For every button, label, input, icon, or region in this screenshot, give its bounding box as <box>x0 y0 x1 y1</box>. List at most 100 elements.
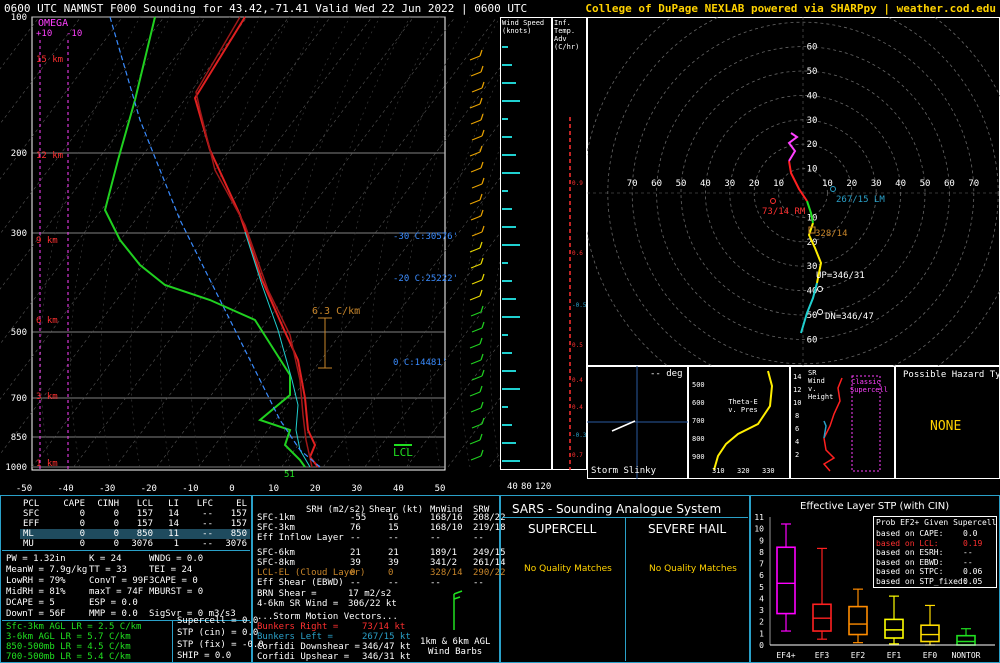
corfidi-up-value: 346/31 kt <box>362 652 411 662</box>
wind-barb <box>469 199 481 205</box>
height-label-6: 6 km <box>36 316 58 326</box>
hodo-trace-6km <box>807 222 823 284</box>
theta-x-330: 330 <box>762 467 775 475</box>
srw-y-8: 8 <box>795 412 800 420</box>
parcel-cell: -- <box>202 539 213 549</box>
slinky-label: Storm Slinky <box>591 466 657 476</box>
wind-barb <box>480 161 484 169</box>
prob-row-label: based on STPC: <box>876 567 944 576</box>
stp-y-tick: 7 <box>759 560 764 569</box>
parcel-cell: ML <box>23 529 34 539</box>
lapse-rate-label: 6.3 C/km <box>312 306 361 317</box>
pressure-tick: 200 <box>11 149 27 159</box>
index-value: WNDG = 0.0 <box>149 554 204 564</box>
isotherm-line <box>281 177 500 468</box>
sars-hail-header: SEVERE HAIL <box>648 522 727 536</box>
wind-barb <box>469 439 481 445</box>
brn-value: 17 m2/s2 <box>348 589 392 599</box>
stp-y-tick: 10 <box>754 525 764 534</box>
index-row: PW = 1.32in K = 24 WNDG = 0.0 <box>6 554 203 564</box>
parcel-header: CAPE <box>63 499 85 509</box>
dry-adiabat <box>220 16 321 468</box>
barb-note: Wind Barbs <box>428 647 483 657</box>
parcel-trace <box>109 16 321 468</box>
mean-wind-marker <box>808 226 816 234</box>
composite-line: SHIP = 0.0 <box>177 651 232 661</box>
hodo-ring-label: 40 <box>807 287 818 297</box>
hazard-title: Possible Hazard Type <box>903 370 1000 380</box>
prob-row-label: based on LCL: <box>876 538 939 548</box>
kin-cell: -- <box>388 533 399 543</box>
speed-axis-80: 80 <box>521 482 532 492</box>
isotherm-line <box>447 397 500 468</box>
dry-adiabat <box>310 16 411 468</box>
lcl-label: LCL <box>393 446 413 459</box>
hodo-mean-label: 328/14 <box>815 229 848 239</box>
stp-y-tick: 5 <box>759 583 764 592</box>
storm-slinky-plot <box>587 366 688 479</box>
parcel-row-mu[interactable]: MU 0 0 3076 1 -- 3076 <box>20 539 250 549</box>
speed-axis-120: 120 <box>535 482 552 492</box>
height-label-15: 15 km <box>36 55 64 65</box>
kin-cell: 249/15 <box>473 548 506 558</box>
wind-barb <box>481 417 485 425</box>
index-value: MidRH = 81% <box>6 587 66 597</box>
wind-barb <box>480 305 484 313</box>
srw-y-14: 14 <box>793 373 802 381</box>
hodo-ring-label: 60 <box>807 43 818 53</box>
prob-row-label: based on EBWD: <box>876 557 944 567</box>
parcel-row-ml[interactable]: ML 0 0 850 11 -- 850 <box>20 529 250 539</box>
isotherm-line <box>239 122 500 468</box>
kin-cell: -55 <box>350 513 367 523</box>
barb-note: 1km & 6km AGL <box>420 637 491 647</box>
hodo-ring-label: 50 <box>807 311 818 321</box>
pressure-tick: 700 <box>11 394 27 404</box>
temp-adv-value: 0.5 <box>572 342 583 349</box>
bunkers-right-label: Bunkers Right = <box>257 622 339 632</box>
parcel-cell: 0 <box>79 529 85 539</box>
kin-cell: -- <box>350 533 361 543</box>
kin-cell: -- <box>388 578 399 588</box>
parcel-cell: 14 <box>168 509 179 519</box>
dry-adiabat <box>430 74 500 468</box>
dry-adiabat <box>250 16 351 468</box>
skewt-profiles <box>103 16 485 468</box>
kin-header: Shear (kt) <box>369 505 424 515</box>
wind-barb <box>470 311 482 317</box>
omega-tick-neg: -10 <box>66 29 83 39</box>
parcel-row-sfc[interactable]: SFC 0 0 157 14 -- 157 <box>20 509 250 519</box>
index-value: ESP = 0.0 <box>89 598 138 608</box>
index-value: K = 24 <box>89 554 122 564</box>
stp-box <box>956 634 976 646</box>
kin-header: MnWind <box>430 505 463 515</box>
parcel-row-eff[interactable]: EFF 0 0 157 14 -- 157 <box>20 519 250 529</box>
sr-wind-panel <box>790 366 895 479</box>
temp-tick: 10 <box>268 484 279 494</box>
wind-barb <box>471 423 483 429</box>
isotherm-line <box>0 16 248 345</box>
parcel-cell: EFF <box>23 519 40 529</box>
wind-barb <box>480 113 484 121</box>
parcel-cell: 1 <box>173 539 179 549</box>
wind-barb <box>480 401 484 409</box>
parcel-cell: -- <box>202 529 213 539</box>
kin-cell: 15 <box>388 523 399 533</box>
kin-wind-barb <box>453 590 463 630</box>
hodo-ring-label: 30 <box>724 179 735 189</box>
parcel-header-row: PCL CAPE CINH LCL LI LFC EL <box>20 499 250 509</box>
index-value: LowRH = 79% <box>6 576 66 586</box>
kin-cell: LCL-EL (Cloud Layer) <box>257 568 366 578</box>
wind-barb <box>479 337 483 345</box>
composite-line: STP (fix) = -0.0 <box>177 640 264 650</box>
hodo-ring-label: 20 <box>749 179 760 189</box>
srw-y-12: 12 <box>793 386 802 394</box>
kin-header: SRH (m2/s2) <box>306 505 366 515</box>
temp-adv-value: 0.4 <box>572 404 583 411</box>
parcel-cell: 850 <box>136 529 153 539</box>
wind-barb <box>481 129 485 137</box>
kin-cell: 0 <box>350 568 356 578</box>
stp-y-tick: 4 <box>759 594 764 603</box>
pressure-tick: 100 <box>11 13 27 23</box>
isotherm-line <box>198 67 500 468</box>
isotherm-line <box>0 16 331 455</box>
